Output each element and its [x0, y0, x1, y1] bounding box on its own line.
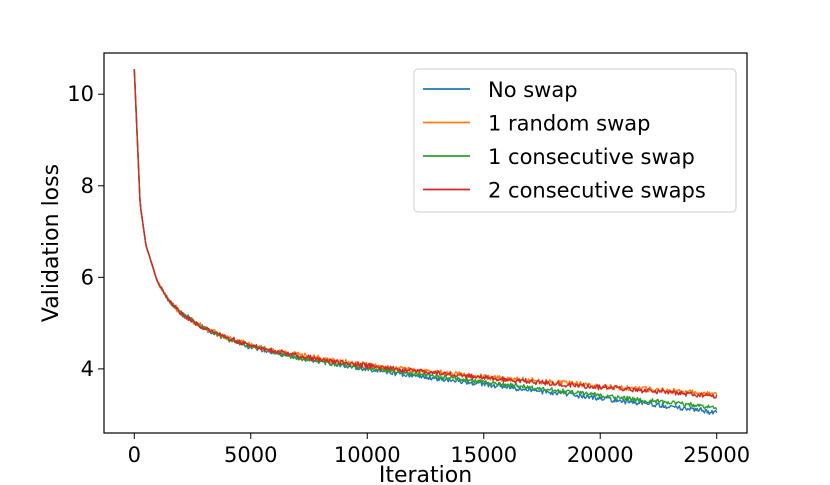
plot-lines — [133, 68, 718, 416]
x-tick-label: 20000 — [567, 443, 634, 467]
x-tick-label: 25000 — [683, 443, 750, 467]
legend-box — [413, 68, 737, 213]
y-tick-label: 6 — [81, 265, 94, 289]
x-axis-ticks: 0 5000 10000 15000 20000 25000 — [128, 433, 750, 467]
legend-label-3: 1 consecutive swap — [488, 145, 695, 169]
series-line-4 — [133, 68, 718, 399]
x-tick-label: 10000 — [334, 443, 401, 467]
legend-label-2: 1 random swap — [488, 112, 650, 136]
legend-label-1: No swap — [488, 78, 578, 102]
legend: No swap 1 random swap 1 consecutive swap 2 … — [413, 68, 737, 213]
legend-label-4: 2 consecutive swaps — [488, 179, 706, 203]
x-tick-label: 15000 — [450, 443, 517, 467]
y-axis-label: Validation loss — [39, 164, 64, 322]
plot-area-frame — [103, 52, 748, 434]
x-tick-label: 0 — [128, 443, 141, 467]
y-tick-label: 4 — [81, 357, 94, 381]
legend-items: No swap 1 random swap 1 consecutive swap 2 … — [423, 78, 706, 203]
x-axis-label: Iteration — [379, 463, 472, 485]
y-tick-label: 8 — [81, 174, 94, 198]
y-axis-ticks: 4 6 8 10 — [67, 82, 104, 381]
x-tick-label: 5000 — [224, 443, 277, 467]
y-tick-label: 10 — [67, 82, 94, 106]
